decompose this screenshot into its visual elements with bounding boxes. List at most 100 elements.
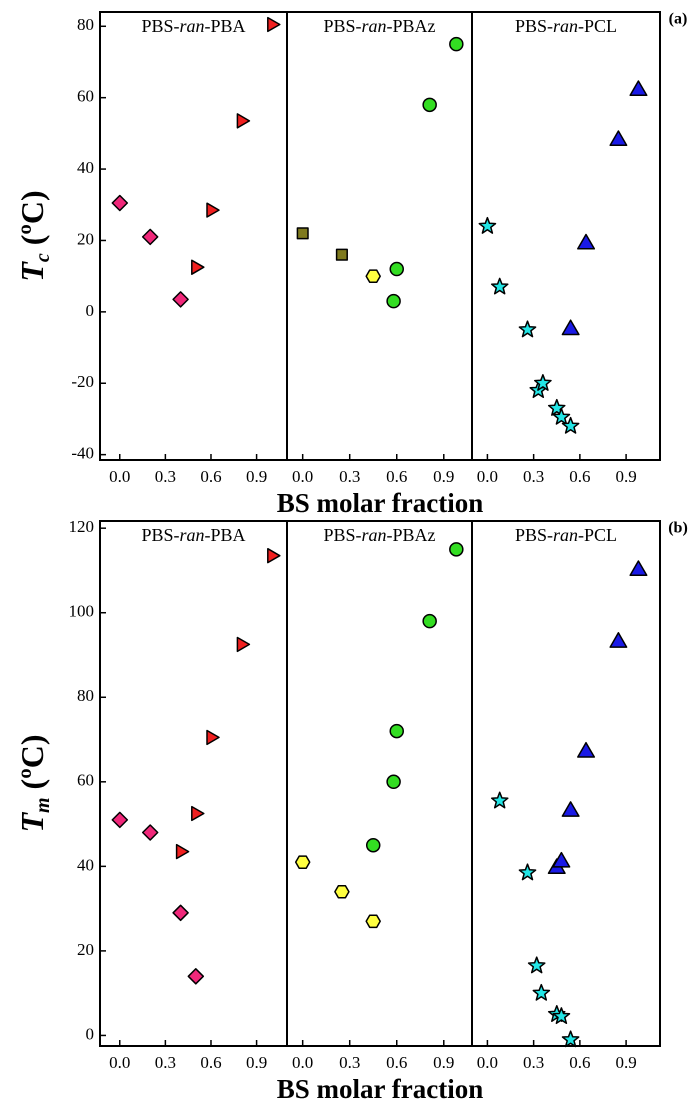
y-tick-label: 40 [77,158,94,177]
x-tick-label: 0.0 [292,1053,313,1072]
plot-frame [471,520,661,1047]
x-tick-label: 0.0 [477,467,498,486]
panel-label: (a) [669,11,688,28]
point [561,319,580,336]
point [490,277,509,295]
x-tick-label: 0.3 [155,467,176,486]
point [547,398,566,416]
point [629,560,648,576]
y-tick-label: 80 [77,15,94,34]
point [206,729,220,746]
x-tick-label: 0.3 [339,1053,360,1072]
point [552,407,571,425]
x-tick-label: 0.3 [523,1053,544,1072]
point [267,16,281,33]
y-tick-label: 80 [77,686,94,705]
point [449,36,464,52]
x-tick-label: 0.0 [477,1053,498,1072]
y-tick-label: 60 [77,87,94,106]
x-tick-label: 0.6 [200,1053,221,1072]
y-label-unit: (ºC) [14,190,50,245]
point [422,613,437,629]
plot-frame [286,11,473,461]
y-tick-label: 120 [69,517,95,536]
x-tick-label: 0.0 [109,1053,130,1072]
point [449,542,464,557]
y-label-subscript: c [32,253,54,262]
x-tick-label: 0.6 [569,467,590,486]
point [187,968,205,985]
subplot-title: PBS-ran-PBA [141,16,245,36]
y-tick-label: 0 [86,1024,95,1043]
point [534,374,552,391]
point [490,791,509,809]
point [141,228,159,246]
y-label-symbol: T [14,812,50,833]
y-tick-label: 100 [69,602,95,621]
point [561,1030,580,1048]
point [422,97,437,113]
point [629,80,648,97]
point [518,863,537,881]
point [175,843,190,860]
point [365,269,381,283]
point [478,216,497,234]
point [552,851,571,868]
x-tick-label: 0.9 [246,1053,267,1072]
point [386,293,401,309]
point [111,194,129,212]
x-tick-label: 0.0 [109,467,130,486]
point [577,741,596,758]
plot-frame [286,520,473,1047]
point [609,130,628,147]
point [172,904,189,922]
x-tick-label: 0.6 [386,1053,407,1072]
x-tick-label: 0.3 [523,467,544,486]
x-tick-label: 0.6 [200,467,221,486]
point [334,884,350,899]
x-tick-label: 0.6 [569,1053,590,1072]
point [561,801,580,817]
y-tick-label: 20 [77,229,94,248]
y-axis-label: Tm (ºC) [14,734,53,832]
plot-frame [471,11,661,461]
subplot-title: PBS-ran-PBA [141,525,245,545]
subplot-title: PBS-ran-PCL [515,16,617,36]
y-label-subscript: m [32,797,54,813]
point [609,632,628,648]
point [386,774,401,790]
plot-frame [99,11,288,461]
subplot-title: PBS-ran-PCL [515,525,617,545]
point [236,636,251,653]
y-label-symbol: T [14,261,50,282]
y-tick-label: 60 [77,771,94,790]
panel-label: (b) [668,520,688,537]
plot-frame [99,520,288,1047]
x-tick-label: 0.9 [433,467,454,486]
point [389,723,404,739]
point [389,261,404,277]
point [527,956,546,974]
subplot-title: PBS-ran-PBAz [323,525,435,545]
x-tick-label: 0.9 [433,1053,454,1072]
point [191,259,205,275]
x-tick-label: 0.6 [386,467,407,486]
point [552,1007,571,1025]
point [172,291,189,308]
x-tick-label: 0.0 [292,467,313,486]
point [561,416,580,434]
x-tick-label: 0.3 [155,1053,176,1072]
point [518,320,537,338]
subplot-title: PBS-ran-PBAz [323,16,435,36]
point [141,824,159,841]
x-axis-label: BS molar fraction [277,1074,483,1104]
point [335,248,348,261]
point [296,227,309,240]
x-tick-label: 0.3 [339,467,360,486]
point [206,202,220,218]
x-axis-label: BS molar fraction [277,488,483,518]
x-tick-label: 0.9 [615,467,636,486]
x-tick-label: 0.9 [246,467,267,486]
y-tick-label: -40 [71,444,94,463]
